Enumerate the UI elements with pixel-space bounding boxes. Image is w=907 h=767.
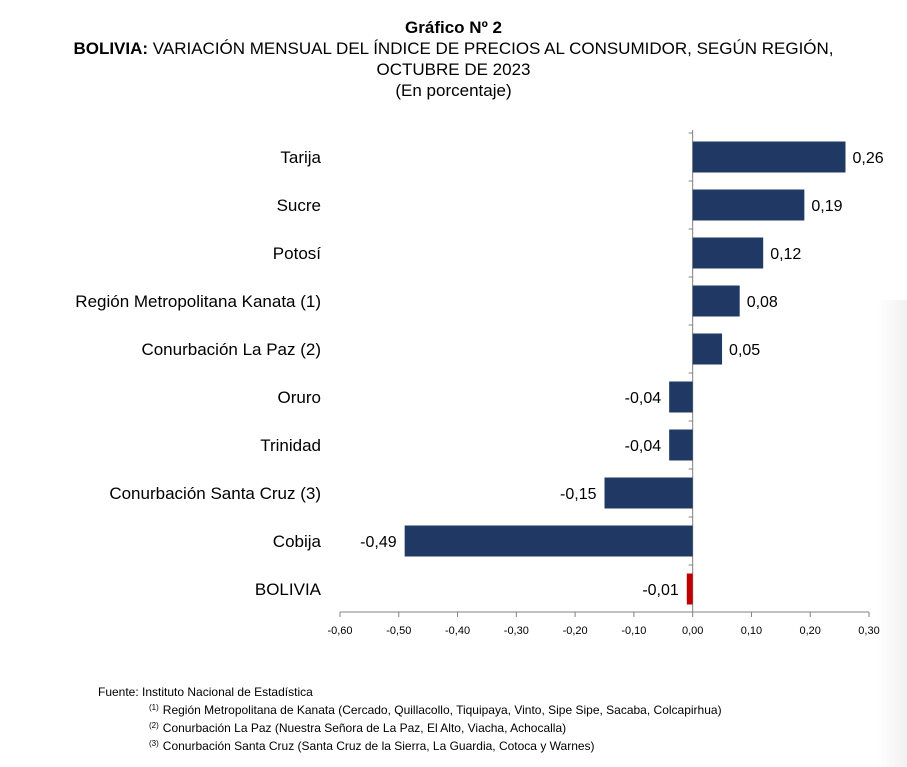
data-label: 0,12 (770, 246, 801, 263)
source-note: Fuente: Instituto Nacional de Estadístic… (98, 685, 313, 699)
decorative-background-shape (877, 300, 907, 767)
data-label: 0,08 (747, 294, 778, 311)
bar (604, 477, 693, 509)
footnote-2: (2) Conurbación La Paz (Nuestra Señora de… (98, 718, 722, 736)
x-tick-label: 0,00 (682, 625, 703, 637)
x-tick-label: -0,60 (327, 625, 352, 637)
chart-title-bold: BOLIVIA: (73, 39, 149, 58)
data-label: -0,15 (560, 486, 597, 503)
bar (692, 189, 805, 221)
chart-number: Gráfico Nº 2 (405, 18, 502, 37)
x-tick-label: -0,20 (563, 625, 588, 637)
bar (692, 333, 723, 365)
bar (404, 525, 693, 557)
footnote-3: (3) Conurbación Santa Cruz (Santa Cruz de… (98, 736, 722, 754)
data-label: -0,49 (360, 534, 397, 551)
data-label: 0,05 (729, 342, 760, 359)
chart-title-rest: VARIACIÓN MENSUAL DEL ÍNDICE DE PRECIOS … (148, 39, 834, 79)
bar (692, 141, 846, 173)
category-label: Cobija (273, 532, 322, 551)
chart-unit: (En porcentaje) (395, 81, 512, 100)
footnote-text-1: Región Metropolitana de Kanata (Cercado,… (162, 703, 722, 717)
x-tick-label: -0,50 (386, 625, 411, 637)
footnote-mark-1: (1) (149, 703, 159, 712)
data-label: 0,26 (852, 150, 883, 167)
bar (669, 429, 693, 461)
category-label: Potosí (273, 244, 321, 263)
category-label: Oruro (278, 388, 321, 407)
category-label: Conurbación Santa Cruz (3) (109, 484, 321, 503)
footnote-1: (1) Región Metropolitana de Kanata (Cerca… (98, 700, 722, 718)
category-label: BOLIVIA (255, 580, 322, 599)
bar (686, 573, 693, 605)
category-label: Sucre (277, 196, 321, 215)
chart-title: BOLIVIA: VARIACIÓN MENSUAL DEL ÍNDICE DE… (39, 38, 869, 80)
x-tick-label: -0,40 (445, 625, 470, 637)
x-tick-label: -0,10 (621, 625, 646, 637)
footnote-text-3: Conurbación Santa Cruz (Santa Cruz de la… (162, 739, 595, 753)
x-tick-label: -0,30 (504, 625, 529, 637)
category-label: Tarija (280, 148, 321, 167)
data-label: -0,01 (642, 582, 679, 599)
data-label: -0,04 (625, 438, 662, 455)
bar (669, 381, 693, 413)
data-label: 0,19 (811, 198, 842, 215)
footnote-text-2: Conurbación La Paz (Nuestra Señora de La… (162, 721, 567, 735)
x-tick-label: 0,30 (858, 625, 879, 637)
x-tick-label: 0,10 (741, 625, 762, 637)
category-label: Trinidad (260, 436, 321, 455)
bar (692, 285, 740, 317)
chart-header: Gráfico Nº 2 BOLIVIA: VARIACIÓN MENSUAL … (0, 18, 907, 101)
data-label: -0,04 (625, 390, 662, 407)
bar (692, 237, 764, 269)
category-label: Conurbación La Paz (2) (141, 340, 321, 359)
footnote-mark-2: (2) (149, 721, 159, 730)
footnote-mark-3: (3) (149, 739, 159, 748)
x-tick-label: 0,20 (800, 625, 821, 637)
category-label: Región Metropolitana Kanata (1) (75, 292, 321, 311)
chart-notes: Fuente: Instituto Nacional de Estadístic… (98, 684, 722, 754)
